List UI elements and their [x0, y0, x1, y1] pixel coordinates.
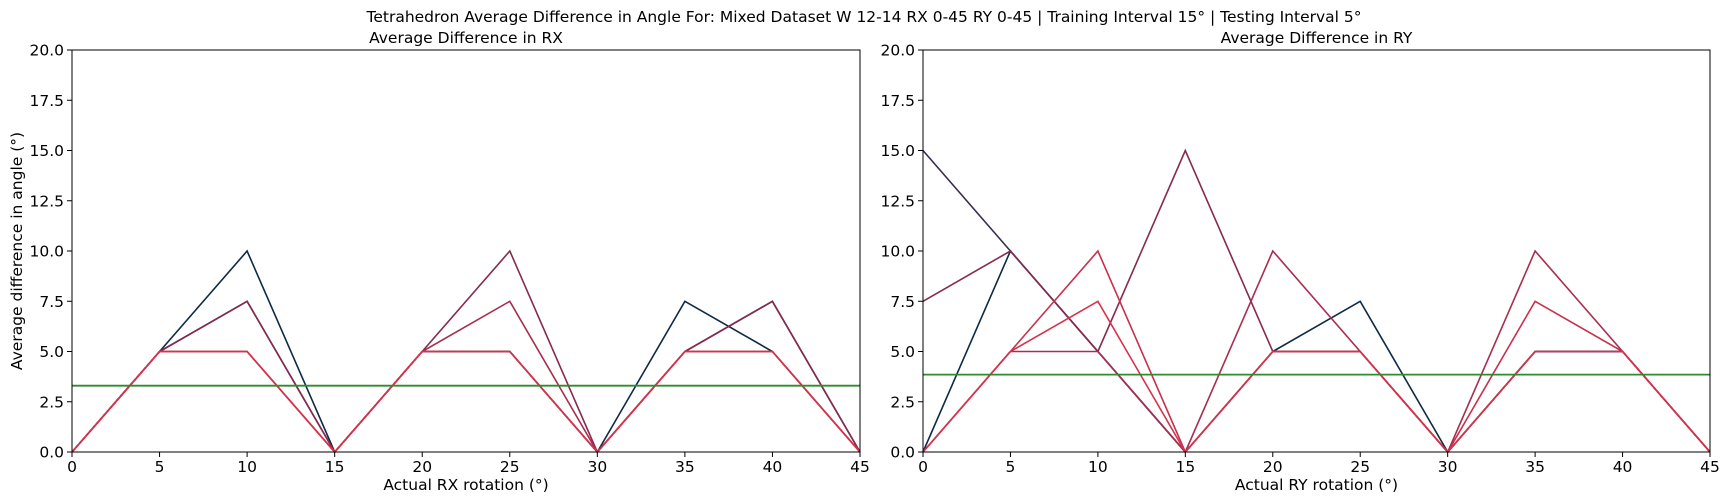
ry-y-tick-label: 7.5 — [890, 293, 915, 311]
rx-y-tick-label: 0.0 — [39, 444, 64, 462]
rx-x-tick-label: 20 — [412, 458, 432, 476]
ry-y-tick-label: 12.5 — [880, 192, 915, 210]
rx-panel: Average Difference in RX Actual RX rotat… — [8, 29, 870, 494]
ry-y-tick-label: 2.5 — [890, 393, 915, 411]
rx-x-tick-label: 30 — [587, 458, 607, 476]
rx-x-tick-label: 10 — [237, 458, 257, 476]
rx-panel-title: Average Difference in RX — [369, 29, 563, 47]
rx-x-axis-label: Actual RX rotation (°) — [383, 476, 548, 494]
ry-series-line-4 — [922, 249, 1711, 454]
rx-x-tick-label: 5 — [155, 458, 165, 476]
ry-y-tick-label: 17.5 — [880, 92, 915, 110]
ry-x-tick-label: 15 — [1175, 458, 1195, 476]
rx-y-tick-label: 5.0 — [39, 343, 64, 361]
ry-y-tick-label: 5.0 — [890, 343, 915, 361]
rx-x-tick-label: 40 — [763, 458, 783, 476]
rx-y-axis-label: Average difference in angle (°) — [8, 132, 26, 370]
rx-y-tick-label: 15.0 — [29, 142, 64, 160]
rx-y-tick-label: 17.5 — [29, 92, 64, 110]
ry-plot-frame — [922, 49, 1711, 453]
ry-panel-title: Average Difference in RY — [1221, 29, 1413, 47]
rx-x-tick-label: 45 — [850, 458, 870, 476]
rx-y-tick-label: 2.5 — [39, 393, 64, 411]
rx-x-tick-label: 35 — [675, 458, 695, 476]
ry-x-tick-label: 35 — [1525, 458, 1545, 476]
rx-x-tick-label: 0 — [67, 458, 77, 476]
ry-x-tick-label: 40 — [1613, 458, 1633, 476]
rx-x-tick-label: 15 — [325, 458, 345, 476]
ry-x-tick-label: 30 — [1438, 458, 1458, 476]
ry-x-tick-label: 45 — [1700, 458, 1720, 476]
ry-x-tick-label: 0 — [918, 458, 928, 476]
rx-x-tick-label: 25 — [500, 458, 520, 476]
rx-y-tick-label: 12.5 — [29, 192, 64, 210]
ry-y-tick-label: 10.0 — [880, 243, 915, 261]
ry-y-tick-label: 0.0 — [890, 444, 915, 462]
ry-x-axis-label: Actual RY rotation (°) — [1235, 476, 1398, 494]
rx-series-line-6 — [71, 350, 861, 454]
figure-suptitle: Tetrahedron Average Difference in Angle … — [366, 8, 1362, 26]
rx-y-tick-label: 20.0 — [29, 42, 64, 60]
rx-y-tick-label: 7.5 — [39, 293, 64, 311]
ry-y-tick-label: 15.0 — [880, 142, 915, 160]
rx-y-tick-label: 10.0 — [29, 243, 64, 261]
rx-plot-frame — [71, 49, 861, 453]
ry-x-tick-label: 20 — [1263, 458, 1283, 476]
rx-series-line-3 — [71, 249, 861, 454]
ry-series-line-6 — [922, 300, 1711, 454]
ry-x-tick-label: 5 — [1006, 458, 1016, 476]
ry-panel: Average Difference in RY Actual RY rotat… — [880, 29, 1719, 494]
ry-y-tick-label: 20.0 — [880, 42, 915, 60]
rx-series-line-5 — [71, 350, 861, 454]
ry-x-tick-label: 25 — [1350, 458, 1370, 476]
rx-series-line-2 — [71, 300, 861, 454]
ry-x-tick-label: 10 — [1088, 458, 1108, 476]
rx-series-line-4 — [71, 300, 861, 454]
